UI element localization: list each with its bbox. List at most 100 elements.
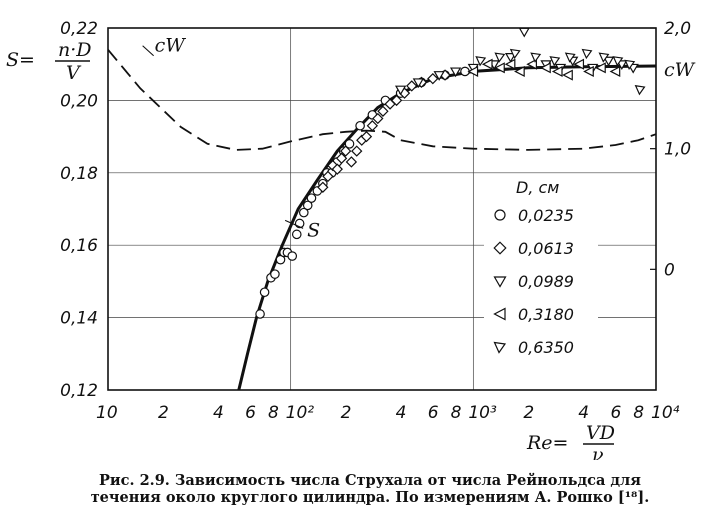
legend-entry-label: 0,0989 <box>518 272 574 291</box>
ylabel-left-s: S= <box>6 49 35 71</box>
x-tick-label: 6 <box>245 403 256 423</box>
data-point-diamond <box>406 80 418 92</box>
data-point-triangle-down <box>449 67 462 78</box>
data-point-triangle-left <box>562 69 573 81</box>
ylabel-right: cW <box>664 59 696 81</box>
annotation-leader-s <box>284 219 304 229</box>
x-tick-label: 8 <box>451 403 462 423</box>
x-tick-label: 6 <box>610 403 621 423</box>
y-left-tick-label: 0,16 <box>60 236 98 256</box>
x-tick-label: 2 <box>341 403 352 423</box>
data-point-diamond <box>372 112 384 125</box>
x-tick-label: 2 <box>523 403 534 423</box>
legend-entry-label: 0,0613 <box>518 239 574 258</box>
data-point-circle <box>306 193 317 203</box>
caption-line-1: Рис. 2.9. Зависимость числа Струхала от … <box>99 472 641 489</box>
data-point-triangle-down <box>518 27 530 38</box>
x-tick-label: 10⁴ <box>651 403 680 423</box>
annotation-cw: cW <box>155 35 187 57</box>
data-point-circle <box>302 200 313 211</box>
x-tick-label: 4 <box>213 403 224 423</box>
data-point-diamond <box>366 120 379 132</box>
y-left-tick-label: 0,14 <box>60 309 98 329</box>
y-right-tick-label: 2,0 <box>664 19 691 39</box>
strouhal-reynolds-chart: 10 2 4 6 8 10² 2 4 6 8 10³ 2 4 6 8 10⁴0,120,140,160,180… <box>6 19 696 460</box>
plot-frame <box>107 27 657 391</box>
x-tick-label: 8 <box>633 403 644 423</box>
x-tick-label: 8 <box>268 403 279 423</box>
data-point-triangle-left <box>504 58 516 70</box>
data-point-circle <box>259 287 270 298</box>
data-point-diamond <box>331 163 343 175</box>
data-point-diamond <box>339 145 352 157</box>
legend-background <box>484 175 598 351</box>
data-point-diamond <box>377 105 389 117</box>
data-point-triangle-left <box>551 65 563 78</box>
legend-entry-label: 0,6350 <box>518 338 574 357</box>
data-point-circle <box>287 251 298 261</box>
data-point-diamond <box>360 130 373 143</box>
data-point-diamond <box>335 152 348 164</box>
data-point-triangle-left <box>494 62 505 74</box>
data-point-diamond <box>327 159 339 172</box>
caption-line-2: течения около круглого цилиндра. По изме… <box>90 489 650 506</box>
data-point-triangle-left <box>595 62 606 74</box>
data-point-triangle-down <box>394 85 407 96</box>
legend-entry-label: 0,0235 <box>518 206 574 225</box>
data-point-triangle-down-right <box>624 59 636 71</box>
data-point-circle <box>298 207 309 218</box>
data-point-triangle-down-right <box>549 56 561 67</box>
x-tick-label: 6 <box>428 403 439 423</box>
data-point-triangle-left <box>514 65 525 78</box>
legend-marker-triangle-down <box>493 276 507 288</box>
ylabel-left-num: n·D <box>58 39 92 61</box>
plot-border <box>107 27 657 391</box>
curve-annotations: ScW <box>142 35 320 241</box>
y-right-tick-label: 1,0 <box>664 140 691 160</box>
legend-title: D, см <box>516 178 559 197</box>
legend-marker-triangle-left <box>493 307 506 321</box>
axis-titles: S= n·D V cW Re= VD ν <box>6 39 696 460</box>
data-point-circle <box>291 229 302 240</box>
tick-labels: 10 2 4 6 8 10² 2 4 6 8 10³ 2 4 6 8 10⁴0,120,140,160,180… <box>60 19 691 423</box>
data-point-triangle-down <box>412 78 425 89</box>
y-right-tick-label: 0 <box>664 260 675 280</box>
annotation-leader-cw <box>142 45 154 57</box>
data-point-triangle-down-right <box>530 52 542 63</box>
x-tick-label: 4 <box>578 403 589 423</box>
data-point-triangle-left <box>481 58 493 70</box>
data-point-triangle-down-right <box>494 52 506 63</box>
data-point-triangle-left <box>540 62 551 74</box>
data-point-triangle-down-right <box>475 56 487 67</box>
x-tick-label: 2 <box>158 403 169 423</box>
data-point-diamond <box>390 94 403 107</box>
x-tick-label: 10² <box>286 403 315 423</box>
data-point-diamond <box>322 170 334 183</box>
x-tick-label: 4 <box>396 403 407 423</box>
legend-entry-label: 0,3180 <box>518 305 574 324</box>
data-point-triangle-left <box>609 65 621 78</box>
data-point-triangle-down-right <box>564 52 576 63</box>
data-point-triangle-down-right <box>598 52 610 63</box>
data-point-triangle-down-right <box>581 48 593 60</box>
legend: D, см 0,0235 0,0613 0,0989 0,3180 0,6350 <box>484 175 598 357</box>
xlabel-re: Re= <box>526 432 568 454</box>
y-left-tick-label: 0,22 <box>60 19 98 39</box>
data-point-diamond <box>427 73 439 85</box>
xlabel-num: VD <box>586 422 615 444</box>
data-point-diamond <box>345 156 358 168</box>
data-point-triangle-left <box>467 65 479 78</box>
data-point-triangle-left <box>573 58 585 70</box>
curve-c-w <box>107 49 657 151</box>
x-tick-label: 10 <box>96 403 118 423</box>
data-point-diamond <box>317 181 329 193</box>
data-points <box>255 27 646 319</box>
xlabel-den: ν <box>592 444 604 460</box>
data-point-circle <box>344 139 355 149</box>
legend-marker-triangle-down-right <box>493 341 507 354</box>
data-point-circle <box>255 309 265 319</box>
data-point-circle <box>355 120 365 131</box>
data-point-triangle-down-right <box>634 85 646 96</box>
figure-caption: Рис. 2.9. Зависимость числа Струхала от … <box>40 472 700 506</box>
data-point-triangle-left <box>583 65 594 78</box>
